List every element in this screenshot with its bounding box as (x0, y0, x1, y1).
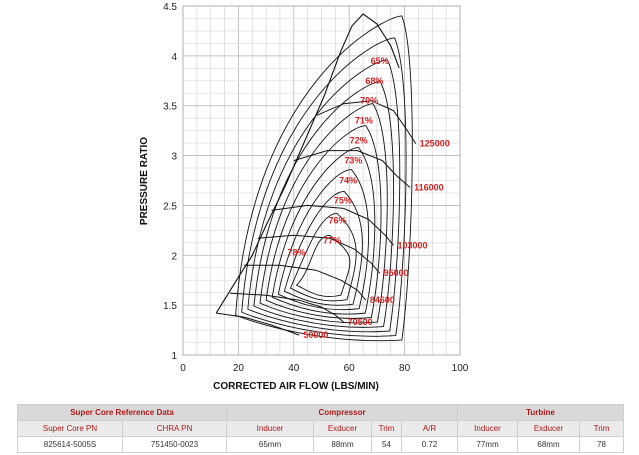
efficiency-island (277, 169, 370, 311)
efficiency-island (271, 147, 376, 315)
efficiency-island (265, 125, 382, 319)
spec-table: Super Core Reference Data Compressor Tur… (17, 404, 625, 453)
efficiency-label: 73% (344, 156, 362, 166)
efficiency-island (289, 212, 357, 302)
efficiency-label: 70% (360, 96, 378, 106)
header-super-core-pn: Super Core PN (17, 420, 123, 437)
header-comp-trim: Trim (371, 420, 402, 437)
efficiency-island (283, 191, 363, 306)
efficiency-island (295, 234, 351, 297)
speed-line (243, 264, 367, 301)
value-comp-exducer: 88mm (313, 436, 372, 453)
y-tick-label: 3.5 (163, 102, 177, 113)
header-comp-exducer: Exducer (313, 420, 372, 437)
value-comp-trim: 54 (371, 436, 402, 453)
header-turb-exducer: Exducer (517, 420, 580, 437)
header-comp-ar: A/R (401, 420, 458, 437)
speed-line-label: 50000 (303, 330, 328, 340)
speed-line-label: 125000 (420, 139, 450, 149)
header-turb-inducer: Inducer (457, 420, 518, 437)
chart-labels: 50000 70500 84600 95000 103000 116000 125000 65… (288, 56, 450, 340)
x-axis-title: CORRECTED AIR FLOW (LBS/MIN) (213, 381, 379, 392)
y-tick-label: 4 (171, 52, 177, 63)
efficiency-label: 76% (329, 215, 347, 225)
efficiency-label: 78% (288, 247, 306, 257)
header-comp-inducer: Inducer (226, 420, 314, 437)
speed-line (315, 100, 417, 144)
axis-ticks: 0 20 40 60 80 100 1 1.5 2 2.5 3 3.5 4 4.5 (163, 2, 469, 374)
efficiency-label: 75% (334, 195, 352, 205)
compressor-map-chart: 50000 70500 84600 95000 103000 116000 125000 65… (139, 2, 469, 392)
y-tick-label: 2.5 (163, 201, 177, 212)
speed-line (230, 292, 345, 323)
table-group-row: Super Core Reference Data Compressor Tur… (17, 404, 625, 421)
table-row: 825614-5005S 751450-0023 65mm 88mm 54 0.… (17, 436, 625, 453)
efficiency-islands (235, 15, 413, 342)
speed-line-label: 103000 (398, 240, 428, 250)
x-tick-label: 60 (344, 363, 356, 374)
speed-line (293, 150, 411, 188)
x-tick-label: 0 (180, 363, 186, 374)
efficiency-island (247, 59, 401, 333)
surge-line (215, 13, 400, 314)
y-tick-label: 2 (171, 251, 177, 262)
value-turb-exducer: 68mm (517, 436, 580, 453)
group-compressor: Compressor (226, 404, 458, 421)
efficiency-label: 77% (323, 235, 341, 245)
efficiency-label: 72% (350, 136, 368, 146)
group-turbine: Turbine (456, 404, 625, 421)
y-axis-title: PRESSURE RATIO (139, 137, 150, 225)
y-tick-label: 3 (171, 152, 177, 163)
value-turb-inducer: 77mm (457, 436, 518, 453)
value-turb-trim: 78 (578, 436, 625, 453)
header-turb-trim: Trim (578, 420, 625, 437)
group-super-core: Super Core Reference Data (17, 404, 227, 421)
table-header-row: Super Core PN CHRA PN Inducer Exducer Tr… (17, 420, 625, 437)
speed-line-label: 116000 (414, 182, 444, 192)
value-super-core-pn: 825614-5005S (17, 436, 123, 453)
speed-line (216, 312, 300, 336)
speed-line-label: 70500 (348, 317, 373, 327)
efficiency-label: 74% (339, 175, 357, 185)
efficiency-label: 68% (365, 76, 383, 86)
speed-line-label: 84600 (370, 295, 395, 305)
y-tick-label: 1 (171, 351, 177, 362)
header-chra-pn: CHRA PN (122, 420, 227, 437)
efficiency-label: 71% (355, 116, 373, 126)
value-chra-pn: 751450-0023 (122, 436, 227, 453)
efficiency-label: 65% (371, 56, 389, 66)
x-tick-label: 100 (452, 363, 469, 374)
efficiency-island (241, 37, 407, 337)
efficiency-island (253, 81, 394, 328)
y-tick-label: 4.5 (163, 2, 177, 13)
x-tick-label: 40 (288, 363, 300, 374)
speed-line-label: 95000 (384, 268, 409, 278)
x-tick-label: 20 (233, 363, 245, 374)
x-tick-label: 80 (399, 363, 411, 374)
value-comp-inducer: 65mm (226, 436, 314, 453)
efficiency-island (235, 15, 413, 342)
efficiency-island (259, 103, 388, 324)
value-comp-ar: 0.72 (401, 436, 458, 453)
chart-grid (182, 5, 461, 356)
y-tick-label: 1.5 (163, 301, 177, 312)
